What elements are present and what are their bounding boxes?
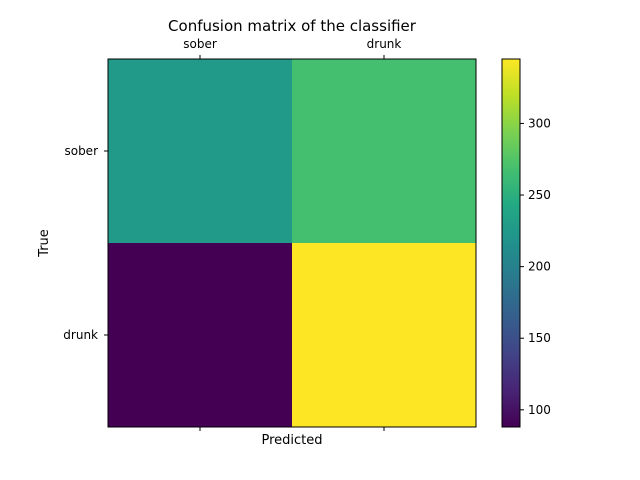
colorbar-tick-label: 300 — [528, 116, 551, 130]
x-tick-marks-bottom — [199, 427, 385, 431]
y-tick-label-drunk: drunk — [63, 328, 98, 342]
colorbar-tick-label: 150 — [528, 331, 551, 345]
y-axis-label: True — [37, 229, 52, 258]
x-axis-label: Predicted — [261, 433, 322, 448]
plot-frame — [107, 58, 477, 428]
heatmap-cells — [108, 59, 476, 427]
y-tick-label-sober: sober — [64, 144, 98, 158]
colorbar — [501, 58, 521, 428]
x-tick-label-drunk: drunk — [367, 37, 402, 51]
chart-title: Confusion matrix of the classifier — [168, 17, 417, 35]
y-tick-labels: sober drunk — [63, 144, 108, 342]
heatmap-cell-sober-sober — [108, 59, 292, 243]
heatmap-cell-drunk-drunk — [292, 243, 476, 427]
colorbar-tick-label: 100 — [528, 403, 551, 417]
colorbar-tick-label: 200 — [528, 260, 551, 274]
heatmap-cell-drunk-sober — [108, 243, 292, 427]
colorbar-ticks: 100 150 200 250 300 — [520, 116, 551, 417]
x-tick-labels: sober drunk — [183, 37, 401, 59]
colorbar-tick-label: 250 — [528, 188, 551, 202]
heatmap-cell-sober-drunk — [292, 59, 476, 243]
x-tick-label-sober: sober — [183, 37, 217, 51]
